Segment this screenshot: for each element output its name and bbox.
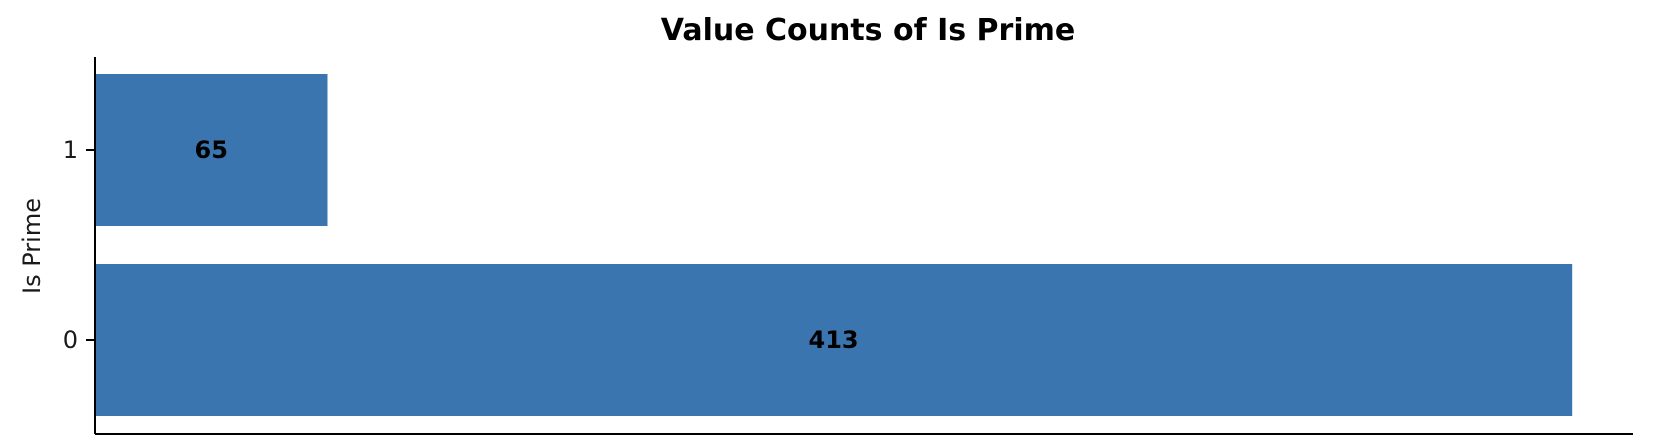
y-ticks-layer: 01 [63,136,95,354]
chart-title: Value Counts of Is Prime [661,13,1075,48]
data-labels-layer: 413 65 [195,136,859,354]
y-tick-label-1: 1 [63,136,78,164]
bars-layer [95,74,1573,416]
bar-0 [95,264,1573,416]
y-axis-label: Is Prime [18,198,46,294]
data-label-1: 65 [195,136,228,164]
y-tick-label-0: 0 [63,326,78,354]
data-label-0: 413 [809,326,859,354]
bar-1 [95,74,328,226]
